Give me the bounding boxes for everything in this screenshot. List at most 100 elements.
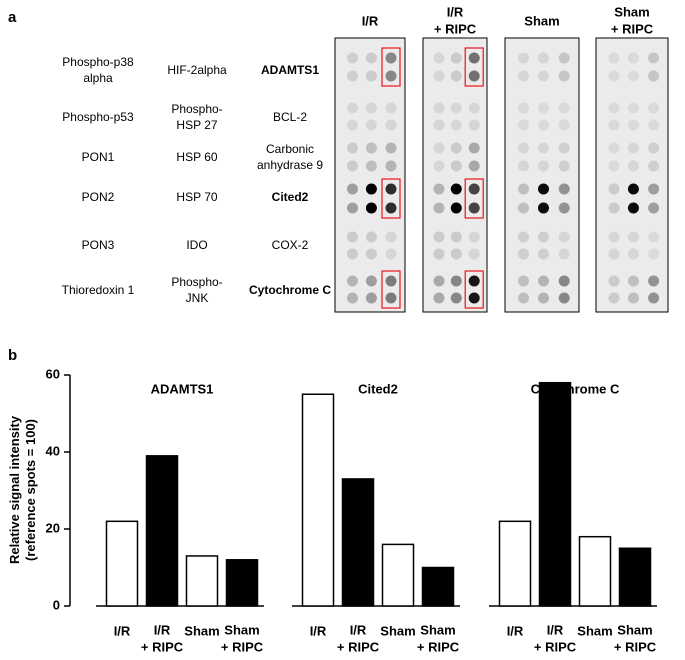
y-tick-label: 60 [46,366,60,381]
spot [433,183,445,195]
protein-label: HSP 70 [176,190,217,204]
spot [433,248,445,260]
spot [518,102,529,114]
spot [558,202,570,214]
spot [468,248,480,260]
spot [518,52,529,64]
spot [627,202,639,214]
spot [537,231,549,243]
spot [518,183,529,195]
spot [537,183,549,195]
protein-label: Cited2 [272,190,309,204]
spot [347,183,358,195]
spot [558,248,570,260]
spot [518,275,529,287]
protein-label: Carbonic anhydrase 9 [257,142,323,172]
bar [225,559,259,607]
spot [648,231,660,243]
y-axis-label: Relative signal intensity(reference spot… [7,415,38,564]
spot [433,231,445,243]
protein-label: Phospho-HSP 27 [171,102,222,132]
spot [468,102,480,114]
spot [433,70,445,82]
x-tick-label: Sham [380,623,415,638]
protein-label: COX-2 [272,238,309,252]
spot [518,160,529,172]
spot [518,119,529,131]
spot [608,202,620,214]
highlight-box [381,270,401,309]
spot [433,142,445,154]
spot [450,202,462,214]
spot [385,248,397,260]
spot [347,160,358,172]
spot [347,248,358,260]
protein-label: HSP 60 [176,150,217,164]
array-membrane [595,37,669,313]
spot [518,202,529,214]
protein-label: IDO [186,238,207,252]
x-tick-label: Sham + RIPC [614,623,657,655]
bar [421,566,455,607]
spot [648,202,660,214]
spot [347,202,358,214]
highlight-box [381,47,401,87]
spot [608,102,620,114]
highlight-box [381,178,401,219]
spot [627,142,639,154]
spot [518,248,529,260]
spot [385,275,397,287]
spot [450,142,462,154]
protein-label: Phospho-p38 alpha [62,55,134,85]
spot [385,70,397,82]
spot [365,52,377,64]
array-header: Sham + RIPC [611,5,654,37]
spot [468,292,480,304]
spot [365,102,377,114]
spot [468,52,480,64]
spot [648,102,660,114]
spot [347,231,358,243]
spot [385,102,397,114]
spot [627,248,639,260]
spot [347,52,358,64]
spot [468,275,480,287]
highlight-box [464,178,484,219]
spot [627,183,639,195]
spot [365,160,377,172]
bar [381,543,415,607]
spot [450,292,462,304]
y-tick-label: 40 [46,443,60,458]
chart-title: ADAMTS1 [151,381,214,396]
spot [365,183,377,195]
spot [450,52,462,64]
spot [627,52,639,64]
array-header: I/R [362,13,379,28]
spot [537,202,549,214]
bar [105,520,139,607]
spot [648,142,660,154]
x-tick-label: I/R [507,623,524,638]
spot [608,292,620,304]
spot [365,70,377,82]
spot [627,119,639,131]
spot [385,202,397,214]
spot [537,275,549,287]
bar [341,478,375,607]
spot [627,70,639,82]
spot [468,142,480,154]
spot [365,202,377,214]
spot [558,231,570,243]
spot [385,142,397,154]
x-tick-label: Sham [577,623,612,638]
spot [450,119,462,131]
array-membrane [422,37,488,313]
protein-label: BCL-2 [273,110,307,124]
spot [347,292,358,304]
array-header: I/R + RIPC [434,5,477,37]
spot [347,275,358,287]
spot [347,70,358,82]
spot [468,231,480,243]
spot [433,202,445,214]
